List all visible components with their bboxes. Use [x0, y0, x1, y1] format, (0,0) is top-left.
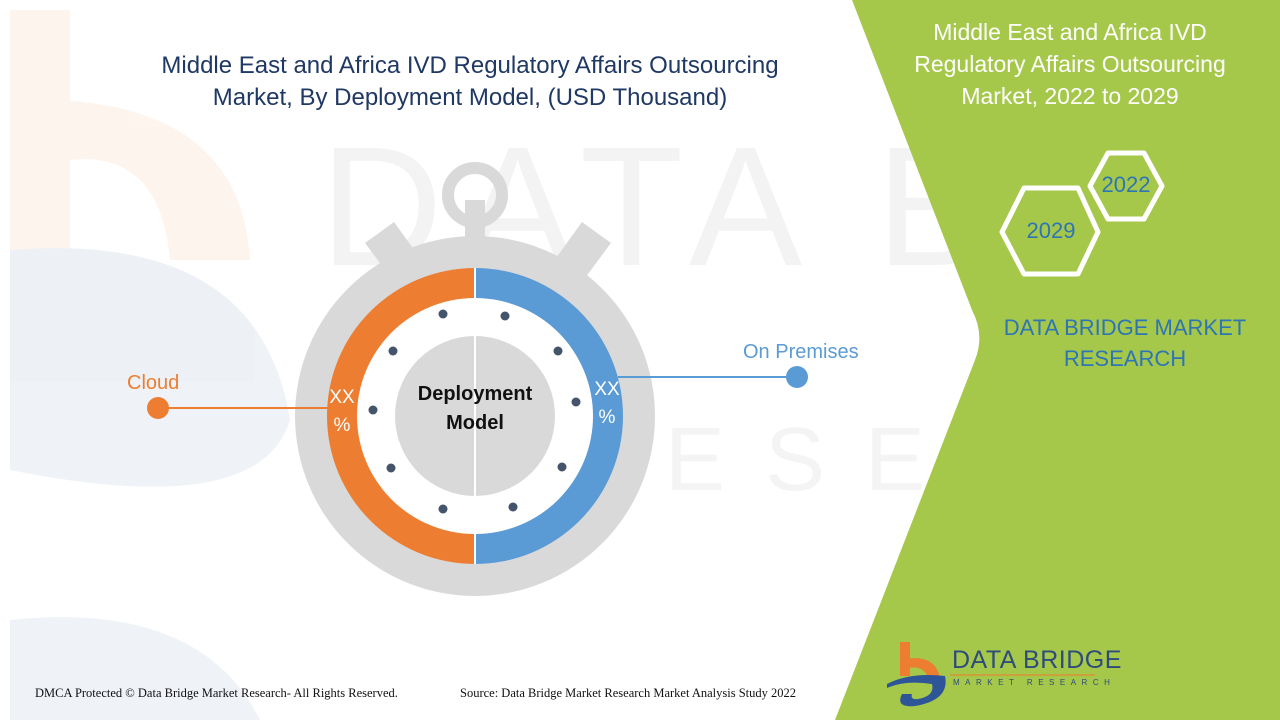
- source-note: Source: Data Bridge Market Research Mark…: [460, 686, 797, 700]
- cloud-marker-icon: [147, 397, 169, 419]
- side-title-line2: Regulatory Affairs Outsourcing: [914, 51, 1226, 77]
- data-bridge-logo-icon: [887, 642, 1095, 707]
- on-premises-pct-sign: %: [598, 407, 616, 428]
- chart-title-line1: Middle East and Africa IVD Regulatory Af…: [161, 52, 779, 79]
- on-premises-percentage: XX %: [587, 376, 627, 432]
- tick-dots: [368, 309, 581, 514]
- year-end-label: 2029: [1026, 218, 1076, 243]
- side-title-line3: Market, 2022 to 2029: [961, 83, 1179, 109]
- side-panel-background: [835, 0, 1280, 720]
- hexagon-2029-icon: [999, 185, 1101, 277]
- side-title-line1: Middle East and Africa IVD: [933, 19, 1207, 45]
- year-start-label: 2022: [1101, 172, 1151, 197]
- chart-title-line2: Market, By Deployment Model, (USD Thousa…: [212, 84, 728, 111]
- cloud-pct-value: XX: [329, 387, 355, 408]
- cloud-label: Cloud: [127, 372, 180, 394]
- watermark-logo-icon: [10, 10, 290, 720]
- brand-line1: DATA BRIDGE MARKET: [1003, 315, 1247, 340]
- center-label-line2: Model: [446, 412, 504, 434]
- side-panel-title: Middle East and Africa IVD Regulatory Af…: [890, 16, 1250, 112]
- brand-text: DATA BRIDGE MARKET RESEARCH: [985, 312, 1265, 374]
- chart-title: Middle East and Africa IVD Regulatory Af…: [120, 50, 820, 114]
- brand-line2: RESEARCH: [1063, 346, 1187, 371]
- on-premises-pct-value: XX: [594, 379, 620, 400]
- cloud-percentage: XX %: [322, 384, 362, 440]
- logo-name: DATA BRIDGE: [952, 646, 1122, 674]
- center-label: Deployment Model: [400, 380, 550, 438]
- on-premises-marker-icon: [786, 366, 808, 388]
- logo-subtitle: MARKET RESEARCH: [953, 678, 1116, 687]
- on-premises-label: On Premises: [743, 341, 859, 363]
- copyright-notice: DMCA Protected © Data Bridge Market Rese…: [35, 686, 398, 700]
- center-label-line1: Deployment: [417, 383, 533, 405]
- hexagon-2022-icon: [1087, 150, 1165, 222]
- cloud-pct-sign: %: [333, 415, 351, 436]
- stopwatch-graphic: [295, 162, 655, 596]
